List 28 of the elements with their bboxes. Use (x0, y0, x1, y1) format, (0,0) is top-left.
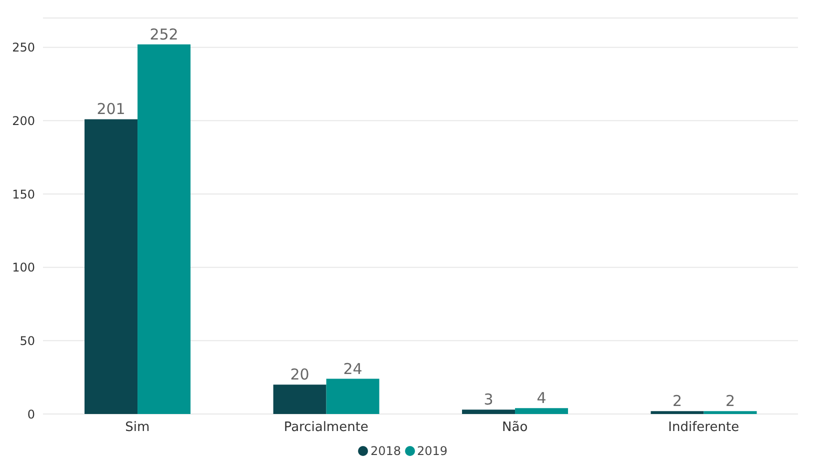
bar (704, 411, 757, 414)
legend-label: 2018 (369, 444, 401, 458)
y-tick-label: 250 (12, 40, 35, 55)
x-tick-label: Não (502, 420, 528, 436)
data-label: 252 (150, 25, 178, 44)
data-label: 20 (290, 366, 310, 384)
data-label: 3 (484, 390, 494, 409)
data-label: 24 (343, 360, 362, 378)
bar (84, 119, 138, 414)
bar (138, 44, 191, 414)
y-tick-label: 100 (12, 260, 35, 275)
data-label: 201 (96, 100, 126, 118)
y-tick-label: 50 (20, 334, 35, 348)
bar (462, 410, 516, 414)
y-tick-label: 150 (12, 187, 35, 202)
bar (515, 408, 568, 414)
legend-label: 2019 (416, 444, 448, 458)
bar (273, 384, 326, 414)
x-tick-label: Indiferente (668, 420, 740, 436)
y-tick-label: 200 (12, 114, 35, 128)
x-tick-label: Sim (125, 420, 150, 436)
data-label: 2 (726, 392, 736, 410)
y-tick-label: 0 (27, 407, 35, 422)
bar (650, 411, 704, 414)
data-label: 2 (672, 392, 682, 410)
x-tick-label: Parcialmente (284, 420, 368, 436)
data-label: 4 (536, 389, 546, 408)
bar (326, 378, 380, 414)
